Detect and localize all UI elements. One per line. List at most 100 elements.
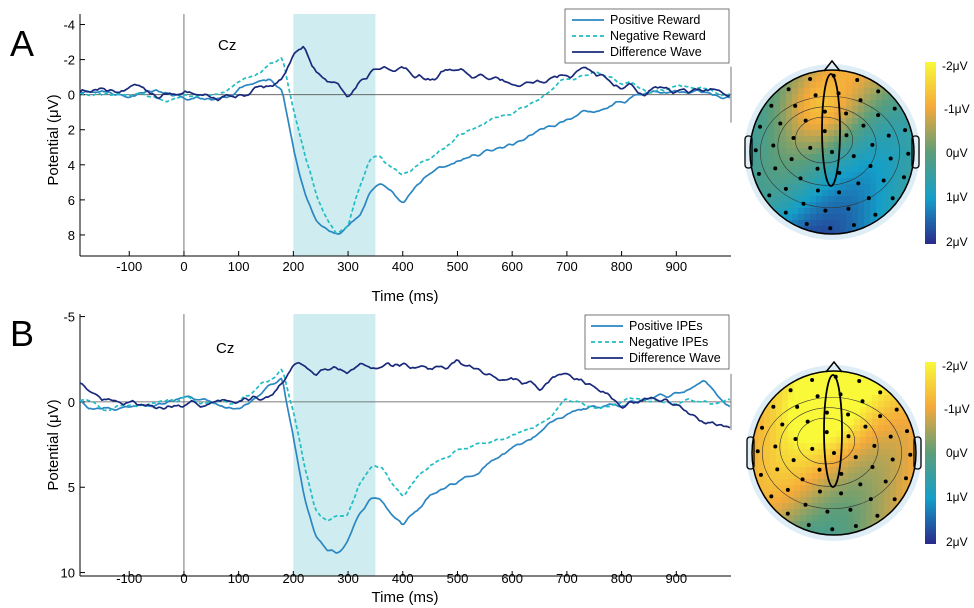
topomap-a-cbar-tick-2: 0μV <box>946 146 968 160</box>
topomap-a-electrode <box>855 78 860 83</box>
topomap-a-electrode <box>888 156 893 161</box>
panel-a-letter: A <box>10 23 34 64</box>
panel-b-y-tick-label: 0 <box>68 395 75 410</box>
topomap-b-electrode <box>838 392 843 397</box>
topomap-a-electrode <box>844 133 849 138</box>
topomap-a-electrode <box>876 89 881 94</box>
topomap-b-electrode <box>788 388 793 393</box>
topomap-b-electrode <box>848 507 853 512</box>
topomap-b-electrode <box>883 479 888 484</box>
topomap-b-electrode <box>817 489 822 494</box>
topomap-b-electrode <box>905 429 910 434</box>
panel-b-x-tick-label: -100 <box>116 571 142 586</box>
panel-a-y-tick-label: -2 <box>63 53 75 68</box>
panel-b-legend-negative: Negative IPEs <box>629 335 708 349</box>
topomap-b-electrode <box>832 451 836 455</box>
topomap-b-electrode <box>894 407 899 412</box>
topomap-a-electrode <box>828 226 833 231</box>
topomap-a-electrode <box>868 164 873 169</box>
panel-a-series-negative <box>80 57 731 234</box>
panel-b-x-tick-label: 200 <box>283 571 305 586</box>
panel-a-x-tick-label: 700 <box>556 259 578 274</box>
panel-b-legend-positive: Positive IPEs <box>629 319 703 333</box>
topomap-b-electrode <box>758 472 763 477</box>
topomap-b-electrode <box>839 491 844 496</box>
panel-b-y-tick-label: 10 <box>61 566 75 581</box>
topomap-b-electrode <box>892 497 897 502</box>
panel-a-y-tick-label: 8 <box>68 228 75 243</box>
topomap-a-electrode <box>756 171 761 176</box>
topomap-a: -2μV -1μV 0μV 1μV 2μV <box>744 59 970 249</box>
topomap-b-electrode <box>817 467 822 472</box>
topomap-b: -2μV -1μV 0μV 1μV 2μV <box>746 359 970 549</box>
panel-b-letter: B <box>10 313 34 354</box>
topomap-a-electrode <box>791 135 796 140</box>
topomap-b-electrode <box>858 482 863 487</box>
topomap-a-electrode <box>793 103 798 108</box>
topomap-a-electrode <box>866 196 871 201</box>
topomap-b-electrode <box>785 511 790 516</box>
topomap-b-electrode <box>793 436 798 441</box>
panel-a-x-tick-label: 900 <box>665 259 687 274</box>
topomap-b-electrode <box>825 509 830 514</box>
topomap-a-electrode <box>831 73 836 78</box>
topomap-a-electrode <box>823 208 828 213</box>
topomap-a-electrode <box>758 124 763 129</box>
topomap-a-electrode <box>773 166 778 171</box>
panel-a-y-tick-label: 6 <box>68 193 75 208</box>
topomap-b-roi-ellipse <box>823 374 843 488</box>
panel-b: B Potential (μV) Time (ms) Cz -100 0 100 20… <box>10 310 732 606</box>
topomap-a-electrode <box>890 196 895 201</box>
topomap-b-contour <box>761 396 902 510</box>
topomap-a-electrode <box>903 128 908 133</box>
panel-a: A Potential (μV) Time (ms) Cz -100 0 100 20… <box>10 8 732 305</box>
panel-a-y-tick-label: 0 <box>68 88 75 103</box>
topomap-b-electrode <box>868 497 873 502</box>
panel-b-legend-difference: Difference Wave <box>629 351 721 365</box>
panel-b-series-difference <box>80 359 731 429</box>
topomap-a-electrode <box>769 103 774 108</box>
topomap-b-cbar-tick-3: 1μV <box>946 490 968 504</box>
topomap-a-electrode <box>804 221 809 226</box>
topomap-b-cbar-tick-0: -2μV <box>942 359 968 373</box>
panel-b-x-tick-label: 600 <box>501 571 523 586</box>
topomap-b-electrode <box>853 524 858 529</box>
panel-b-y-tick-label: -5 <box>63 310 75 325</box>
panel-a-series-positive <box>80 78 731 235</box>
topomap-a-contour <box>759 95 900 209</box>
topomap-a-electrode <box>836 91 841 96</box>
topomap-b-electrode <box>839 471 844 476</box>
topomap-a-electrode <box>844 111 849 116</box>
topomap-a-electrode <box>830 150 834 154</box>
topomap-a-electrode <box>808 76 813 81</box>
panel-b-x-tick-label: 500 <box>447 571 469 586</box>
topomap-b-electrode <box>853 455 858 460</box>
topomap-b-electrodes <box>755 374 913 532</box>
topomap-a-cbar-tick-1: -1μV <box>944 102 970 116</box>
topomap-b-electrode <box>815 394 820 399</box>
panel-a-legend-box <box>564 8 730 64</box>
topomap-b-electrode <box>810 377 815 382</box>
topomap-b-cbar-tick-1: -1μV <box>944 402 970 416</box>
panel-b-plot-area: -100 0 100 200 300 400 500 600 700 800 900 -5 0 5 10 <box>61 310 732 586</box>
panel-b-series-negative <box>80 368 730 522</box>
topomap-b-electrode <box>771 404 776 409</box>
topomap-a-electrode <box>786 87 791 92</box>
topomap-a-electrode <box>861 123 866 128</box>
topomap-a-electrode <box>801 201 806 206</box>
topomap-a-cbar-tick-4: 2μV <box>946 235 968 249</box>
topomap-b-cbar-tick-2: 0μV <box>946 446 968 460</box>
topomap-b-electrode <box>908 452 913 457</box>
topomap-a-nose <box>823 59 841 72</box>
topomap-b-electrode <box>795 404 800 409</box>
topomap-b-electrode <box>830 527 835 532</box>
topomap-b-electrode <box>806 522 811 527</box>
panel-a-channel-label: Cz <box>218 37 236 54</box>
topomap-b-electrode <box>860 399 865 404</box>
topomap-a-electrode <box>851 223 856 228</box>
topomap-a-electrode <box>822 129 827 134</box>
panel-b-legend: Positive IPEs Negative IPEs Difference W… <box>584 314 730 370</box>
topomap-b-electrode <box>875 513 880 518</box>
topomap-b-electrode <box>863 424 868 429</box>
topomap-a-electrode <box>789 157 794 162</box>
